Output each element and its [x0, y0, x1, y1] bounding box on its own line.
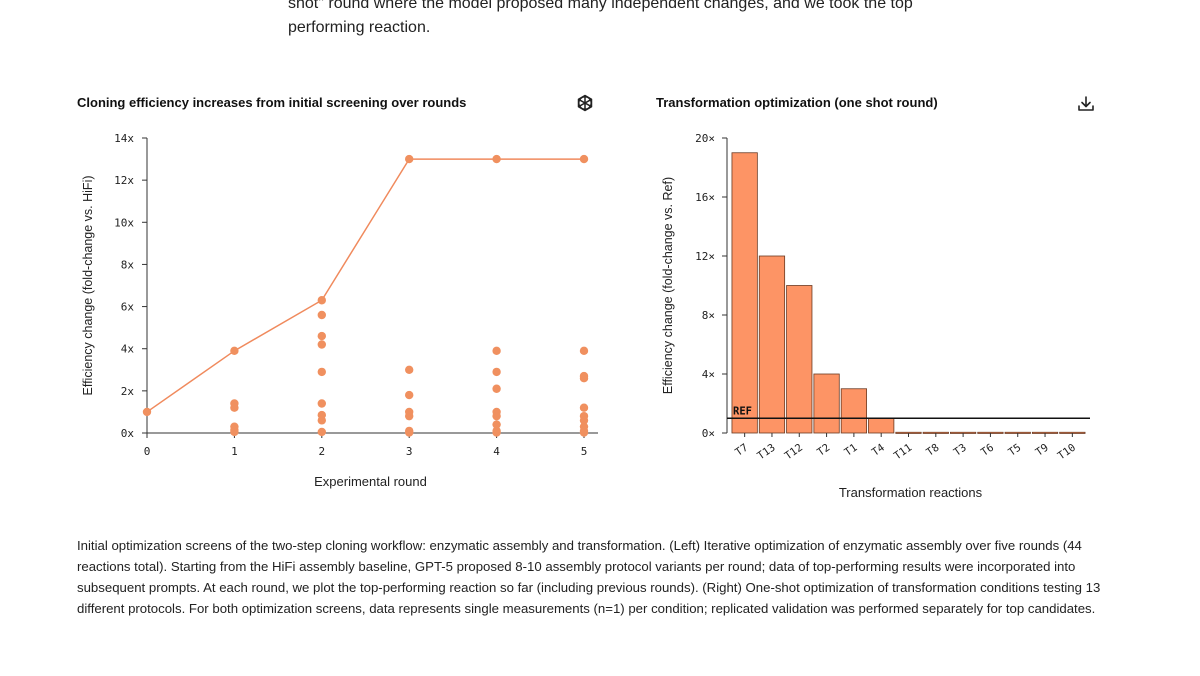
left-chart-title: Cloning efficiency increases from initia… [77, 95, 467, 110]
data-point [317, 416, 326, 425]
data-point [317, 399, 326, 408]
y-tick-label: 4× [702, 368, 715, 381]
x-tick-label: T2 [815, 442, 832, 459]
download-icon[interactable] [1075, 93, 1097, 115]
x-tick-label: T6 [979, 442, 996, 459]
data-point [405, 428, 414, 437]
intro-line-2: performing reaction. [288, 19, 431, 36]
x-tick-label: T13 [755, 442, 777, 463]
bar-t1 [840, 388, 867, 434]
x-axis-label: Experimental round [314, 474, 427, 489]
data-point [492, 346, 501, 356]
x-tick-label: 5 [581, 445, 588, 458]
x-tick-label: T1 [842, 442, 859, 459]
data-point [142, 407, 152, 417]
data-point [492, 411, 501, 421]
data-point [579, 154, 589, 164]
data-point [317, 310, 326, 320]
x-tick-label: T4 [870, 442, 887, 459]
y-axis-label: Efficiency change (fold-change vs. HiFi) [81, 175, 95, 395]
data-point [230, 427, 239, 437]
right-chart-title: Transformation optimization (one shot ro… [656, 95, 938, 110]
data-point [579, 403, 589, 412]
best-performance-line [146, 158, 584, 413]
data-point [230, 403, 239, 412]
reference-label: REF [733, 405, 752, 417]
bar-t7 [731, 152, 758, 434]
x-tick-label: T7 [733, 442, 750, 459]
intro-paragraph: shot" round where the model proposed man… [288, 0, 928, 40]
y-tick-label: 0x [121, 427, 135, 440]
x-tick-label: 4 [493, 445, 500, 458]
left-scatter-chart: 0x 2x 4x 6x 8x 10x 12x 14x 0 1 2 3 4 5 Experimental ro… [81, 132, 598, 489]
data-point [492, 420, 501, 429]
x-tick-label: T11 [892, 442, 914, 463]
data-point [405, 365, 414, 374]
intro-line-1: shot" round where the model proposed man… [288, 0, 913, 12]
y-tick-label: 12× [695, 250, 715, 263]
y-tick-label: 2x [121, 385, 135, 398]
data-point [317, 367, 326, 377]
y-tick-label: 4x [121, 343, 135, 356]
data-point [405, 154, 414, 164]
y-tick-label: 8× [702, 309, 715, 322]
x-tick-label: T10 [1056, 442, 1078, 463]
data-point [579, 416, 589, 425]
x-tick-label: 3 [406, 445, 413, 458]
data-point [230, 346, 239, 356]
data-point [405, 411, 414, 421]
x-tick-label: 0 [144, 445, 151, 458]
data-point [579, 374, 589, 383]
y-tick-label: 6x [121, 301, 135, 314]
x-tick-label: T5 [1006, 442, 1023, 459]
bar-t2 [813, 373, 840, 434]
x-tick-label: 1 [231, 445, 238, 458]
right-bar-chart: 0× 4× 8× 12× 16× 20× T7 T13 T12 T2 T1 T4 T11 T8 T3 T6 T5… [661, 132, 1090, 500]
openai-logo-icon[interactable] [574, 93, 596, 115]
data-point [492, 367, 501, 377]
data-point [317, 427, 326, 437]
x-tick-label: T8 [924, 442, 941, 459]
figure-caption: Initial optimization screens of the two-… [77, 538, 1101, 616]
bar-t12 [786, 285, 813, 434]
bar-t13 [758, 255, 786, 434]
data-point [405, 390, 414, 400]
y-tick-label: 14x [114, 132, 134, 145]
x-axis-label: Transformation reactions [839, 485, 983, 500]
data-point [492, 154, 501, 164]
y-tick-label: 20× [695, 132, 715, 145]
data-point [579, 428, 589, 437]
data-point [492, 428, 501, 437]
x-tick-label: T3 [952, 442, 969, 459]
y-tick-label: 10x [114, 216, 134, 229]
x-tick-label: T9 [1034, 442, 1051, 459]
data-point [317, 296, 326, 305]
x-tick-label: T12 [783, 442, 805, 463]
y-tick-label: 0× [702, 427, 715, 440]
x-tick-label: 2 [318, 445, 325, 458]
y-axis-label: Efficiency change (fold-change vs. Ref) [661, 177, 675, 394]
y-tick-label: 12x [114, 174, 134, 187]
bar-t4 [868, 417, 895, 434]
y-tick-label: 16× [695, 191, 715, 204]
data-point [317, 331, 326, 341]
data-point [492, 384, 501, 393]
data-point [579, 346, 589, 356]
y-tick-label: 8x [121, 258, 135, 271]
data-point [317, 340, 326, 349]
